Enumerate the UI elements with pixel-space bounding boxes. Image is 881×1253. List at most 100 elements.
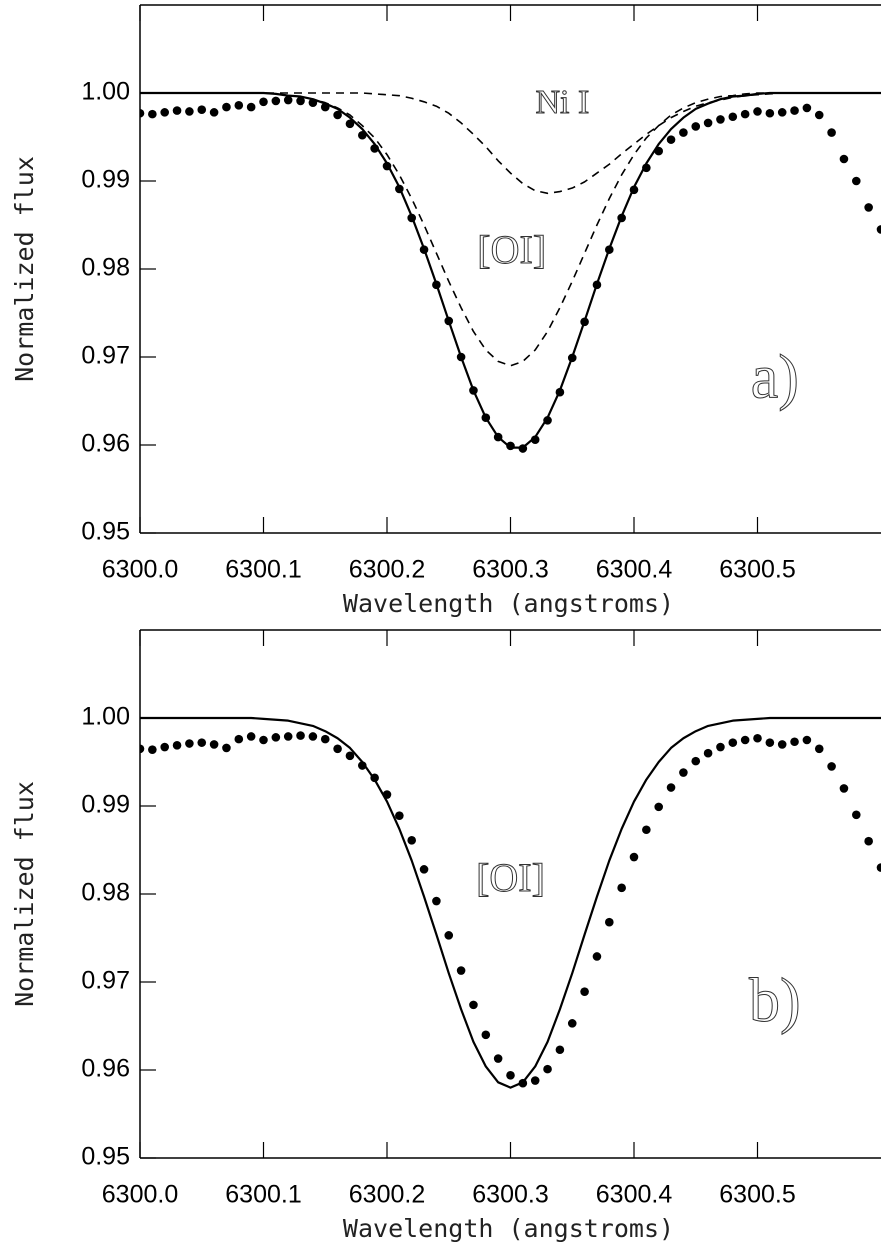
data-point bbox=[740, 735, 750, 745]
data-point bbox=[567, 1019, 577, 1028]
data-point bbox=[333, 744, 342, 754]
data-point bbox=[271, 733, 281, 742]
data-point bbox=[172, 106, 182, 115]
y-tick-label: 1.00 bbox=[81, 78, 130, 106]
data-point bbox=[259, 97, 268, 107]
data-point bbox=[864, 836, 873, 846]
data-point bbox=[777, 740, 787, 749]
x-tick-label: 6300.4 bbox=[596, 556, 673, 584]
data-point bbox=[839, 154, 849, 164]
y-tick-label: 0.96 bbox=[81, 1055, 130, 1083]
x-tick-label: 6300.0 bbox=[102, 1181, 178, 1209]
x-tick-label: 6300.3 bbox=[472, 556, 548, 584]
data-point bbox=[827, 128, 836, 137]
x-tick-label: 6300.0 bbox=[102, 556, 178, 584]
data-point bbox=[852, 810, 861, 820]
plot-area bbox=[140, 716, 881, 1089]
data-point bbox=[555, 1045, 565, 1055]
y-tick-label: 0.95 bbox=[81, 1143, 130, 1171]
data-point bbox=[333, 110, 342, 120]
annotation: b) bbox=[749, 967, 801, 1035]
data-point bbox=[790, 106, 799, 115]
data-point bbox=[140, 108, 145, 118]
data-point bbox=[444, 931, 454, 940]
data-point bbox=[642, 825, 651, 835]
data-point bbox=[246, 102, 256, 112]
y-tick-label: 0.98 bbox=[81, 254, 130, 282]
data-point bbox=[753, 733, 762, 743]
data-point bbox=[753, 107, 762, 116]
data-point bbox=[209, 740, 219, 749]
data-point bbox=[209, 108, 219, 117]
data-point bbox=[592, 952, 602, 961]
data-point bbox=[530, 1076, 540, 1085]
data-point bbox=[160, 742, 169, 752]
data-point bbox=[160, 108, 169, 117]
annotation: a) bbox=[751, 344, 799, 412]
y-tick-label: 0.97 bbox=[81, 342, 130, 370]
data-point bbox=[740, 109, 750, 119]
x-tick-label: 6300.5 bbox=[719, 556, 795, 584]
data-point bbox=[345, 119, 355, 129]
solid-line bbox=[140, 91, 881, 449]
x-axis-label: Wavelength (angstroms) bbox=[343, 589, 674, 618]
y-tick-label: 0.99 bbox=[81, 791, 130, 819]
y-tick-label: 0.97 bbox=[81, 967, 130, 995]
data-point bbox=[296, 96, 305, 106]
data-point bbox=[271, 96, 281, 106]
y-tick-label: 1.00 bbox=[81, 703, 130, 731]
data-point bbox=[308, 732, 318, 741]
y-tick-label: 0.98 bbox=[81, 879, 130, 907]
data-point bbox=[876, 225, 881, 234]
annotation: [OI] bbox=[477, 227, 546, 272]
x-tick-label: 6300.2 bbox=[349, 556, 425, 584]
data-point bbox=[728, 738, 738, 747]
data-point bbox=[222, 743, 231, 753]
dashed-line bbox=[140, 92, 881, 195]
panel: 0.95 0.96 0.97 0.98 0.99 1.00 6300.0 6300.1 6300… bbox=[10, 4, 881, 618]
x-tick-label: 6300.1 bbox=[225, 1181, 301, 1209]
x-tick-label: 6300.3 bbox=[472, 1181, 548, 1209]
data-point bbox=[234, 734, 244, 744]
data-point bbox=[481, 1030, 491, 1040]
data-point bbox=[506, 1070, 515, 1080]
data-point bbox=[839, 784, 849, 793]
data-point bbox=[679, 768, 688, 777]
data-point bbox=[140, 744, 145, 754]
data-point bbox=[320, 734, 330, 744]
y-tick-label: 0.96 bbox=[81, 430, 130, 458]
data-point bbox=[148, 745, 157, 754]
data-point bbox=[802, 103, 812, 113]
panel: 0.95 0.96 0.97 0.98 0.99 1.00 6300.0 6300.1 6300… bbox=[10, 629, 881, 1243]
data-point bbox=[456, 966, 466, 975]
y-tick-label: 0.95 bbox=[81, 518, 130, 546]
data-point bbox=[876, 863, 881, 872]
data-point bbox=[802, 735, 812, 745]
data-point bbox=[716, 115, 725, 124]
data-point bbox=[493, 1054, 503, 1063]
x-tick-label: 6300.4 bbox=[596, 1181, 673, 1209]
data-point bbox=[395, 811, 404, 820]
x-axis-label: Wavelength (angstroms) bbox=[343, 1214, 674, 1243]
data-point bbox=[419, 865, 429, 874]
data-point bbox=[172, 740, 182, 750]
data-point bbox=[246, 732, 256, 741]
data-point bbox=[543, 1064, 552, 1074]
data-point bbox=[580, 987, 589, 996]
data-point bbox=[864, 203, 873, 212]
data-point bbox=[691, 756, 701, 766]
y-tick-label: 0.99 bbox=[81, 166, 130, 194]
data-point bbox=[765, 738, 775, 747]
solid-line bbox=[140, 716, 881, 1089]
data-point bbox=[691, 122, 701, 131]
data-point bbox=[765, 108, 775, 118]
x-tick-label: 6300.5 bbox=[719, 1181, 795, 1209]
data-point bbox=[234, 101, 244, 110]
data-point bbox=[185, 739, 194, 748]
data-point bbox=[790, 737, 799, 747]
data-point bbox=[259, 735, 268, 745]
data-point bbox=[617, 883, 626, 893]
dashed-line bbox=[140, 92, 881, 367]
data-point bbox=[666, 135, 676, 144]
data-point bbox=[728, 112, 738, 122]
